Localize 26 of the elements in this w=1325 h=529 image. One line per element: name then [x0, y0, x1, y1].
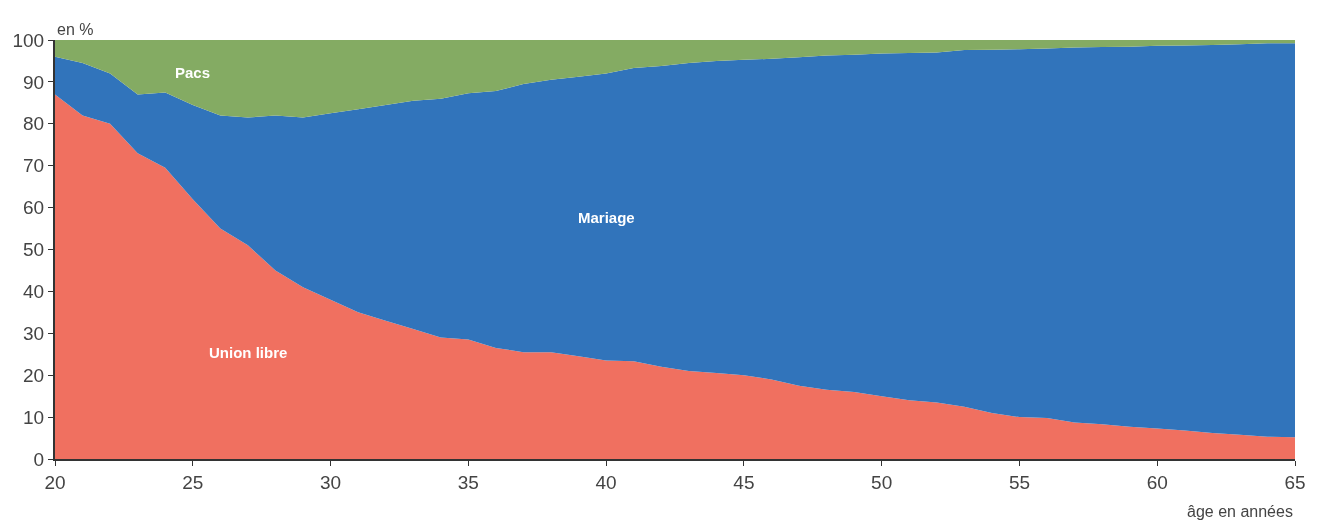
x-axis-title: âge en années: [1187, 503, 1293, 520]
x-tick-label: 20: [44, 471, 66, 493]
x-tick-label: 55: [1008, 471, 1031, 493]
x-tick-label: 40: [595, 471, 617, 493]
y-tick-label: 10: [23, 406, 45, 428]
y-tick-label: 50: [23, 239, 45, 261]
y-tick-label: 90: [23, 71, 45, 93]
x-tick-label: 65: [1284, 471, 1306, 493]
y-tick-label: 70: [23, 155, 45, 177]
y-tick-label: 20: [23, 364, 45, 386]
y-tick-label: 80: [23, 113, 45, 135]
x-tick-label: 45: [733, 471, 755, 493]
y-tick-label: 100: [12, 29, 45, 51]
x-tick-label: 25: [182, 471, 204, 493]
y-tick-label: 60: [23, 197, 45, 219]
y-tick-label: 30: [23, 322, 45, 344]
series-label: Pacs: [175, 64, 211, 81]
x-tick-label: 50: [871, 471, 893, 493]
x-tick-label: 35: [457, 471, 479, 493]
y-tick-label: 0: [33, 448, 45, 470]
y-axis-title: en %: [57, 21, 94, 38]
x-tick-label: 30: [319, 471, 342, 493]
x-tick-label: 60: [1146, 471, 1168, 493]
y-tick-label: 40: [23, 281, 45, 303]
series-label: Mariage: [578, 209, 635, 226]
series-label: Union libre: [209, 344, 288, 361]
